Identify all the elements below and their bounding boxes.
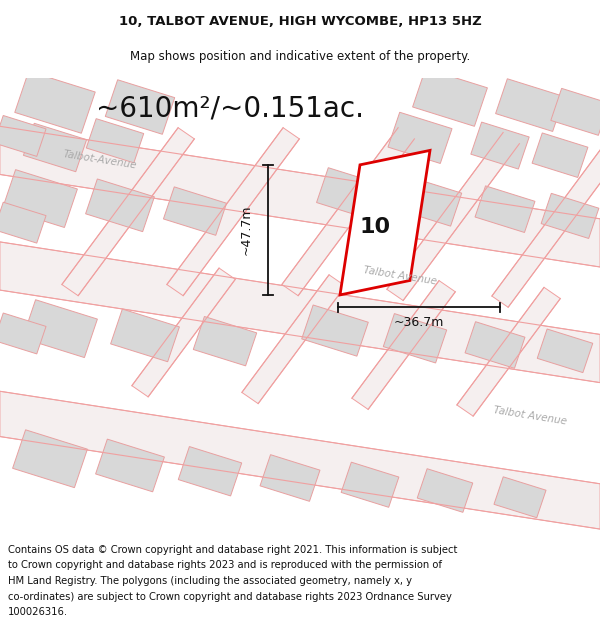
Polygon shape xyxy=(110,309,179,362)
Polygon shape xyxy=(457,288,560,416)
Text: co-ordinates) are subject to Crown copyright and database rights 2023 Ordnance S: co-ordinates) are subject to Crown copyr… xyxy=(8,592,452,602)
Polygon shape xyxy=(132,268,235,397)
Text: Map shows position and indicative extent of the property.: Map shows position and indicative extent… xyxy=(130,50,470,62)
Polygon shape xyxy=(387,132,520,301)
Polygon shape xyxy=(317,168,383,220)
Polygon shape xyxy=(492,139,600,308)
Polygon shape xyxy=(494,477,546,518)
Polygon shape xyxy=(398,177,462,226)
Polygon shape xyxy=(167,127,299,296)
Polygon shape xyxy=(532,133,588,178)
Polygon shape xyxy=(475,186,535,232)
Polygon shape xyxy=(0,242,600,382)
Polygon shape xyxy=(105,80,175,134)
Polygon shape xyxy=(282,127,415,296)
Polygon shape xyxy=(0,116,46,156)
Polygon shape xyxy=(388,112,452,164)
Polygon shape xyxy=(0,391,600,529)
Text: ~36.7m: ~36.7m xyxy=(394,316,444,329)
Polygon shape xyxy=(23,123,86,172)
Polygon shape xyxy=(2,169,77,228)
Polygon shape xyxy=(193,316,257,366)
Polygon shape xyxy=(62,127,194,296)
Text: 100026316.: 100026316. xyxy=(8,608,68,618)
Polygon shape xyxy=(551,88,600,136)
Polygon shape xyxy=(340,151,430,295)
Polygon shape xyxy=(15,71,95,133)
Polygon shape xyxy=(86,119,144,163)
Polygon shape xyxy=(242,275,346,404)
Polygon shape xyxy=(86,179,154,232)
Polygon shape xyxy=(541,193,599,239)
Polygon shape xyxy=(465,322,525,368)
Polygon shape xyxy=(23,300,97,358)
Polygon shape xyxy=(260,454,320,501)
Polygon shape xyxy=(95,439,164,492)
Text: ~610m²/~0.151ac.: ~610m²/~0.151ac. xyxy=(96,95,364,123)
Text: Contains OS data © Crown copyright and database right 2021. This information is : Contains OS data © Crown copyright and d… xyxy=(8,545,457,555)
Polygon shape xyxy=(13,430,88,488)
Polygon shape xyxy=(0,126,600,267)
Polygon shape xyxy=(178,447,242,496)
Polygon shape xyxy=(537,329,593,372)
Text: Talbot-Avenue: Talbot-Avenue xyxy=(62,149,137,171)
Polygon shape xyxy=(352,281,455,409)
Text: 10, TALBOT AVENUE, HIGH WYCOMBE, HP13 5HZ: 10, TALBOT AVENUE, HIGH WYCOMBE, HP13 5H… xyxy=(119,16,481,28)
Text: ~47.7m: ~47.7m xyxy=(239,204,253,255)
Text: to Crown copyright and database rights 2023 and is reproduced with the permissio: to Crown copyright and database rights 2… xyxy=(8,561,442,571)
Polygon shape xyxy=(163,187,227,236)
Polygon shape xyxy=(341,462,399,508)
Polygon shape xyxy=(383,314,447,363)
Polygon shape xyxy=(417,469,473,512)
Polygon shape xyxy=(471,122,529,169)
Text: Talbot Avenue: Talbot Avenue xyxy=(362,265,437,286)
Text: Talbot Avenue: Talbot Avenue xyxy=(493,404,568,426)
Polygon shape xyxy=(0,202,46,243)
Polygon shape xyxy=(0,313,46,354)
Polygon shape xyxy=(302,305,368,356)
Polygon shape xyxy=(496,79,565,131)
Polygon shape xyxy=(413,69,487,126)
Text: 10: 10 xyxy=(359,217,391,238)
Text: HM Land Registry. The polygons (including the associated geometry, namely x, y: HM Land Registry. The polygons (includin… xyxy=(8,576,412,586)
